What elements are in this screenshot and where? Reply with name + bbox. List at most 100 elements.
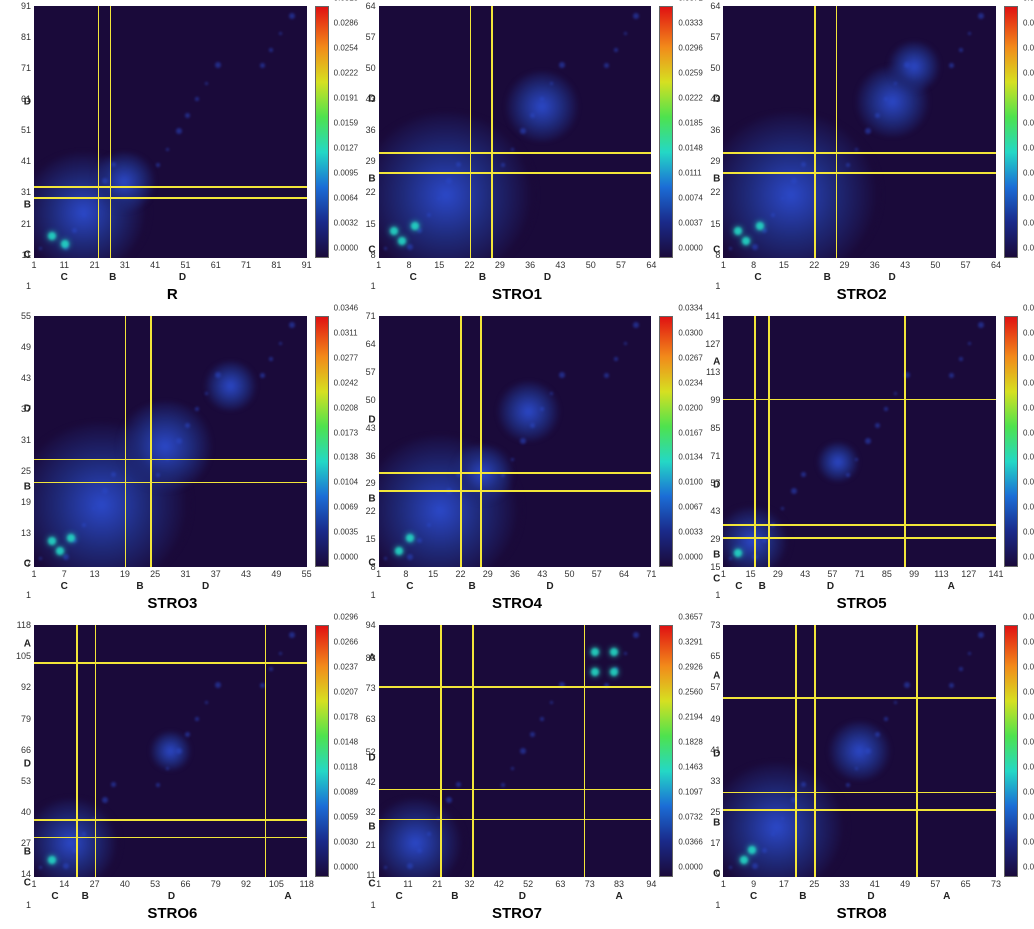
x-tick: 9 — [751, 879, 756, 889]
heatmap-dot — [959, 48, 963, 52]
colorbar-tick: 0.0262 — [1023, 688, 1034, 697]
y-tick: 29 — [366, 478, 376, 488]
x-tick: 11 — [403, 879, 412, 889]
heatmap-dot — [540, 407, 544, 411]
plot-column: 181522293643505764CBD — [723, 6, 996, 286]
x-axis: 114274053667992105118CBDA — [34, 877, 307, 905]
x-tick: 36 — [525, 260, 535, 270]
heatmap-dot — [102, 797, 108, 803]
x-section-label: C — [396, 891, 403, 902]
heatmap-plot — [723, 316, 996, 568]
x-tick: 8 — [403, 569, 408, 579]
colorbar-tick: 0.0291 — [1023, 353, 1034, 362]
heatmap-dot — [456, 782, 461, 787]
x-tick: 1 — [376, 260, 381, 270]
accent-dot — [398, 237, 406, 245]
heatmap-plot — [34, 316, 307, 568]
panel-stro2: 181522293643505764CBD181522293643505764C… — [689, 0, 1034, 310]
colorbar-ticks: 0.00000.00370.00740.01120.01490.01860.02… — [1005, 7, 1017, 257]
y-tick: 71 — [710, 451, 720, 461]
colorbar-tick: 0.0075 — [1023, 813, 1034, 822]
colorbar-tick: 0.0186 — [1023, 118, 1034, 127]
colorbar: 0.00000.00370.00740.01120.01490.01860.02… — [1004, 6, 1018, 258]
panel-stro6: 114274053667992105118CBDA114274053667992… — [0, 619, 345, 929]
x-tick: 1 — [376, 569, 381, 579]
colorbar-pad — [657, 877, 685, 905]
colorbar-tick: 0.0327 — [1023, 328, 1034, 337]
y-tick: 31 — [21, 187, 31, 197]
y-tick: 1 — [715, 900, 720, 910]
x-tick: 27 — [90, 879, 100, 889]
colorbar-pad — [1002, 877, 1030, 905]
y-tick: 22 — [366, 506, 376, 516]
panel-stro5: 115294357718599113127141CBDA115294357718… — [689, 310, 1034, 620]
y-tick: 1 — [715, 590, 720, 600]
heatmap-dot — [176, 438, 182, 444]
y-section-label: B — [24, 481, 31, 492]
heatmap-dot — [215, 682, 221, 688]
y-tick: 99 — [710, 395, 720, 405]
colorbar: 0.00000.00330.00670.01000.01340.01670.02… — [659, 316, 673, 568]
x-tick: 92 — [241, 879, 251, 889]
y-tick: 40 — [21, 807, 31, 817]
y-tick: 118 — [17, 620, 31, 630]
hline — [723, 809, 996, 811]
heatmap-dot — [550, 392, 553, 395]
colorbar-tick: 0.0299 — [1023, 663, 1034, 672]
vline — [768, 316, 770, 568]
colorbar-column: 0.00000.00330.00670.01000.01340.01670.02… — [657, 316, 685, 596]
hline — [723, 172, 996, 174]
y-section-label: D — [713, 748, 720, 759]
colorbar-column: 0.00000.00350.00690.01040.01380.01730.02… — [313, 316, 341, 596]
vline — [480, 316, 482, 568]
x-tick: 29 — [495, 260, 505, 270]
x-section-label: D — [546, 581, 553, 592]
y-section-label: C — [713, 868, 720, 879]
x-section-label: D — [519, 891, 526, 902]
colorbar-tick: 0.0036 — [1023, 528, 1034, 537]
x-section-label: C — [61, 272, 68, 283]
panel-title: STRO8 — [693, 905, 1030, 927]
panel-wrap: 18152229364350576471CBD18152229364350576… — [349, 316, 686, 596]
y-tick: 57 — [710, 682, 720, 692]
x-tick: 57 — [961, 260, 971, 270]
colorbar-tick: 0.0260 — [1023, 68, 1034, 77]
heatmap-dot — [427, 213, 431, 217]
heatmap-dot — [801, 472, 806, 477]
heatmap-dot — [437, 507, 440, 510]
y-tick: 127 — [705, 339, 720, 349]
x-section-label: B — [451, 891, 458, 902]
y-section-label: D — [368, 94, 375, 105]
x-tick: 57 — [930, 879, 940, 889]
heatmap-dot — [195, 717, 199, 721]
x-section-label: C — [61, 581, 68, 592]
heatmap-dot — [102, 488, 108, 494]
y-axis: 1112131415161718191CBD — [4, 6, 34, 286]
secondary-cluster — [116, 401, 214, 492]
vline — [814, 625, 816, 877]
colorbar-tick: 0.0150 — [1023, 763, 1034, 772]
colorbar-tick: 0.0037 — [1023, 838, 1034, 847]
colorbar-tick: 0.0146 — [1023, 453, 1034, 462]
plot-column: 1112131415161718191CBD — [34, 6, 307, 286]
panel-title: STRO4 — [349, 595, 686, 617]
y-section-label: A — [713, 670, 720, 681]
panel-wrap: 181522293643505764CBD181522293643505764C… — [349, 6, 686, 286]
x-tick: 91 — [302, 260, 312, 270]
panel-stro8: 191725334149576573CBDA191725334149576573… — [689, 619, 1034, 929]
colorbar-column: 0.00000.00360.00730.01090.01460.01820.02… — [1002, 316, 1030, 596]
heatmap-dot — [762, 848, 767, 853]
panel-title: STRO3 — [4, 595, 341, 617]
y-section-label: D — [713, 480, 720, 491]
x-tick: 49 — [271, 569, 281, 579]
hline — [723, 792, 996, 794]
colorbar: 0.00000.00320.00640.00950.01270.01590.01… — [315, 6, 329, 258]
x-tick: 19 — [120, 569, 130, 579]
hline — [379, 172, 652, 174]
heatmap-dot — [791, 488, 797, 494]
accent-dot — [756, 222, 764, 230]
y-tick: 43 — [710, 506, 720, 516]
secondary-cluster — [816, 442, 860, 482]
heatmap-dot — [279, 342, 282, 345]
panel-stro7: 1112132425263738394CBDA11121324252637383… — [345, 619, 690, 929]
